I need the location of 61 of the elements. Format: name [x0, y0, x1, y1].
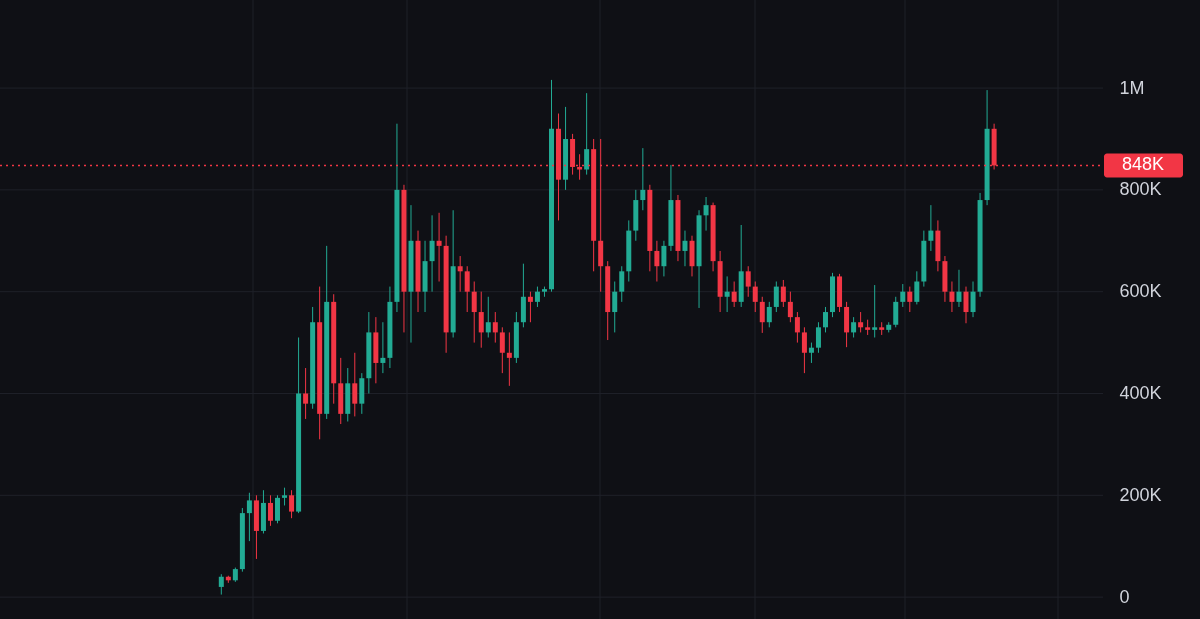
- candlestick: [822, 306, 828, 333]
- candlestick: [352, 352, 358, 417]
- candlestick: [900, 283, 906, 308]
- candlestick: [907, 286, 913, 313]
- candlestick: [752, 281, 758, 313]
- y-tick-label: 1M: [1119, 77, 1145, 98]
- candlestick: [527, 291, 533, 323]
- candlestick: [471, 281, 477, 344]
- candlestick: [436, 212, 442, 282]
- candlestick: [801, 326, 807, 374]
- candlestick: [485, 296, 491, 338]
- candlestick: [724, 275, 730, 313]
- candlestick: [275, 494, 281, 524]
- candlestick: [815, 321, 821, 354]
- candlestick: [534, 286, 540, 308]
- candlestick: [759, 296, 765, 334]
- candlestick: [893, 296, 899, 328]
- y-tick-label: 800K: [1119, 179, 1162, 200]
- candlestick: [858, 311, 864, 333]
- candlestick: [289, 489, 295, 519]
- candlestick: [914, 270, 920, 305]
- candlestick: [267, 494, 273, 527]
- candlestick: [380, 321, 386, 374]
- candlestick: [478, 291, 484, 349]
- candlestick: [787, 291, 793, 323]
- candlestick: [612, 281, 618, 333]
- candlestick: [457, 255, 463, 293]
- candlestick: [949, 281, 955, 313]
- y-tick-label: 600K: [1119, 281, 1162, 302]
- candlestick: [963, 286, 969, 324]
- y-tick-label: 0: [1119, 586, 1130, 607]
- candlestick: [429, 214, 435, 293]
- candlestick: [492, 311, 498, 344]
- y-tick-label: 200K: [1119, 484, 1162, 505]
- y-tick-label: 400K: [1119, 382, 1162, 403]
- candlestick: [506, 331, 512, 387]
- candlestick: [246, 492, 252, 542]
- candlestick: [851, 316, 857, 338]
- candlestick: [218, 573, 224, 596]
- candlestick: [703, 196, 709, 232]
- candlestick: [731, 281, 737, 308]
- candlestick: [303, 367, 309, 420]
- candlestick: [794, 311, 800, 344]
- candlestick: [928, 204, 934, 252]
- candlestick: [640, 147, 646, 211]
- candlestick: [661, 240, 667, 277]
- candlestick: [780, 279, 786, 308]
- candlestick: [499, 326, 505, 374]
- candlestick: [464, 265, 470, 313]
- candlestick: [682, 230, 688, 267]
- candlestick: [956, 269, 962, 308]
- candlestick: [619, 265, 625, 303]
- ref-line-label: 848K: [1121, 154, 1165, 175]
- candlestick: [872, 284, 878, 338]
- candlestick: [970, 281, 976, 318]
- candlestick: [808, 342, 814, 364]
- candlestick: [745, 265, 751, 298]
- candlestick: [766, 301, 772, 328]
- candlestick: [654, 240, 660, 282]
- candlestick: [584, 92, 590, 176]
- candlestick: [773, 281, 779, 313]
